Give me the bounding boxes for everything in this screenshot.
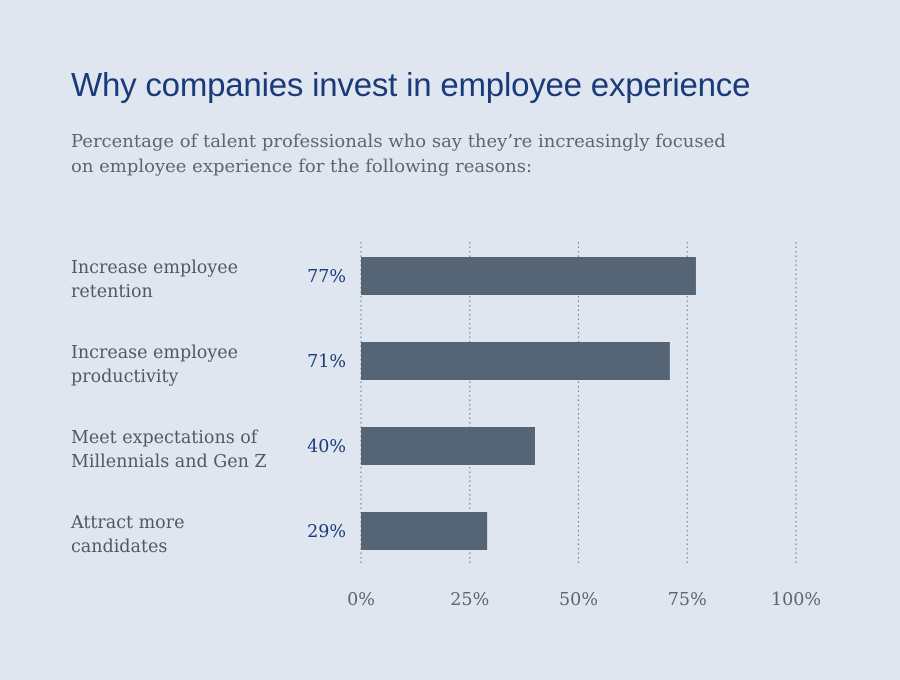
x-tick-label: 100% [771,590,821,610]
chart-subtitle: Percentage of talent professionals who s… [71,129,791,179]
category-label-line: Increase employee [71,258,238,278]
category-label: Increase employee retention [71,258,238,302]
category-label-line: productivity [71,367,179,387]
bar [361,427,535,465]
value-label: 71% [307,352,346,372]
x-tick-label: 50% [559,590,598,610]
x-tick-label: 75% [668,590,707,610]
category-label-line: Attract more [70,513,184,533]
category-label-line: candidates [71,537,167,557]
category-label: Increase employee productivity [71,343,238,387]
category-label-line: Millennials and Gen Z [71,452,267,472]
category-label: Attract more candidates [70,513,184,557]
subtitle-line-1: Percentage of talent professionals who s… [71,131,726,152]
subtitle-line-2: on employee experience for the following… [71,156,533,177]
chart-title: Why companies invest in employee experie… [71,66,751,103]
value-label: 40% [307,437,346,457]
bar [361,257,696,295]
x-tick-label: 0% [347,590,375,610]
value-label: 29% [307,522,346,542]
bar [361,512,488,550]
bar [361,342,670,380]
category-label-line: Increase employee [71,343,238,363]
category-label-line: retention [71,282,153,302]
value-label: 77% [307,267,346,287]
category-label-line: Meet expectations of [71,428,259,448]
x-tick-label: 25% [450,590,489,610]
category-label: Meet expectations of Millennials and Gen … [71,428,267,472]
